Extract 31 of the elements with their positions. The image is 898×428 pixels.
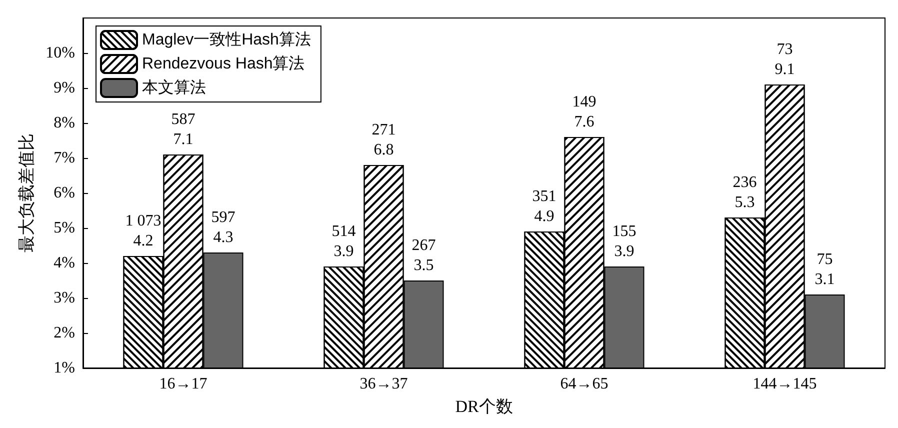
y-tick-label: 3% <box>54 290 75 306</box>
x-tick-label: 36→37 <box>360 376 408 392</box>
legend-label: Rendezvous Hash算法 <box>142 54 305 72</box>
y-axis-title: 最大负载差值比 <box>16 134 36 252</box>
data-label: 267 3.5 <box>412 237 436 274</box>
data-label: 351 4.9 <box>532 188 556 225</box>
data-label: 1 073 4.2 <box>125 212 162 250</box>
data-label: 271 6.8 <box>372 122 396 158</box>
x-tick-label: 144→145 <box>752 376 817 392</box>
y-tick-label: 10% <box>46 44 75 62</box>
y-tick-label: 6% <box>54 184 75 202</box>
data-label: 73 9.1 <box>774 41 795 78</box>
x-tick-label: 16→17 <box>159 376 208 392</box>
y-tick-label: 8% <box>54 114 75 132</box>
data-label: 587 7.1 <box>171 111 196 148</box>
data-label: 149 7.6 <box>572 94 596 130</box>
data-label: 155 3.9 <box>612 223 636 260</box>
legend-label: Maglev一致性Hash算法 <box>142 30 311 48</box>
y-tick-label: 7% <box>54 150 75 166</box>
data-label: 75 3.1 <box>814 251 835 288</box>
data-label: 597 4.3 <box>211 209 236 246</box>
y-tick-label: 9% <box>54 80 75 96</box>
x-axis-title: DR个数 <box>455 397 513 416</box>
y-tick-label: 4% <box>54 254 75 272</box>
y-tick-label: 2% <box>54 324 75 342</box>
legend-label: 本文算法 <box>142 78 206 96</box>
data-label: 514 3.9 <box>332 223 356 260</box>
y-tick-label: 1% <box>54 360 75 376</box>
data-label: 236 5.3 <box>732 174 757 211</box>
y-tick-label: 5% <box>54 220 75 236</box>
x-tick-label: 64→65 <box>560 376 608 392</box>
